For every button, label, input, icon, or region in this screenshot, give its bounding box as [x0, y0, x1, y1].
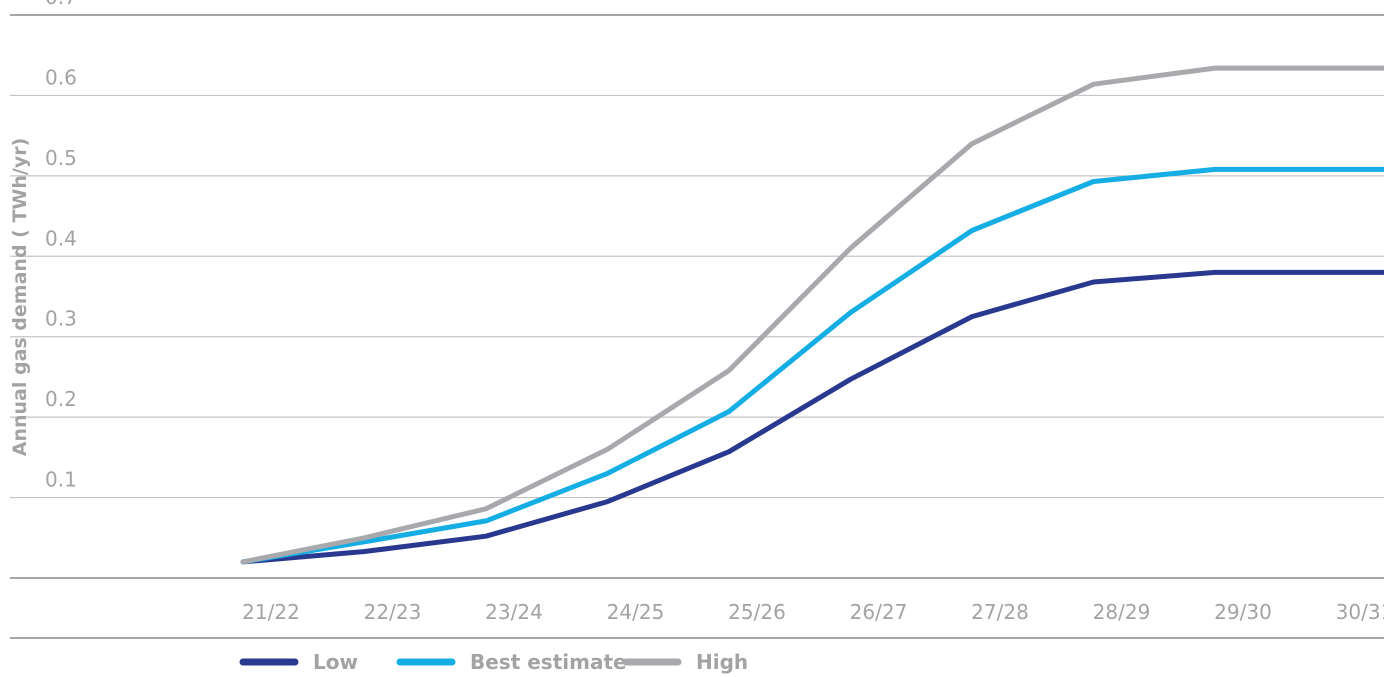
x-tick-label: 30/31	[1336, 600, 1384, 624]
y-tick-label: 0.7	[45, 0, 77, 9]
series-line-high	[240, 65, 1384, 565]
y-axis-label: Annual gas demand ( TWh/yr)	[9, 138, 31, 457]
y-tick-label: 0.2	[45, 387, 77, 411]
x-tick-label: 22/23	[364, 600, 422, 624]
x-tick-labels: 21/22 22/23 23/24 24/25 25/26 26/27 27/28 28/29…	[242, 600, 1384, 624]
x-tick-label: 23/24	[485, 600, 543, 624]
x-tick-label: 26/27	[850, 600, 908, 624]
x-tick-label: 29/30	[1214, 600, 1272, 624]
y-tick-label: 0.5	[45, 146, 77, 170]
x-tick-label: 21/22	[242, 600, 300, 624]
x-tick-label: 27/28	[971, 600, 1029, 624]
series-line-low	[240, 269, 1384, 565]
series-lines	[240, 65, 1384, 565]
y-tick-label: 0.6	[45, 65, 77, 89]
x-tick-label: 28/29	[1093, 600, 1151, 624]
legend-label: Low	[313, 650, 358, 674]
y-tick-label: 0.1	[45, 468, 77, 492]
y-tick-label: 0.3	[45, 307, 77, 331]
legend-label: High	[696, 650, 748, 674]
x-tick-label: 25/26	[728, 600, 786, 624]
series-line-best-estimate	[240, 166, 1384, 565]
legend-label: Best estimate	[470, 650, 627, 674]
x-tick-label: 24/25	[607, 600, 665, 624]
legend: Low Best estimate High	[239, 650, 748, 674]
y-tick-labels: 0.1 0.2 0.3 0.4 0.5 0.6 0.7	[45, 0, 77, 492]
y-tick-label: 0.4	[45, 226, 77, 250]
gridlines	[10, 94, 1384, 499]
